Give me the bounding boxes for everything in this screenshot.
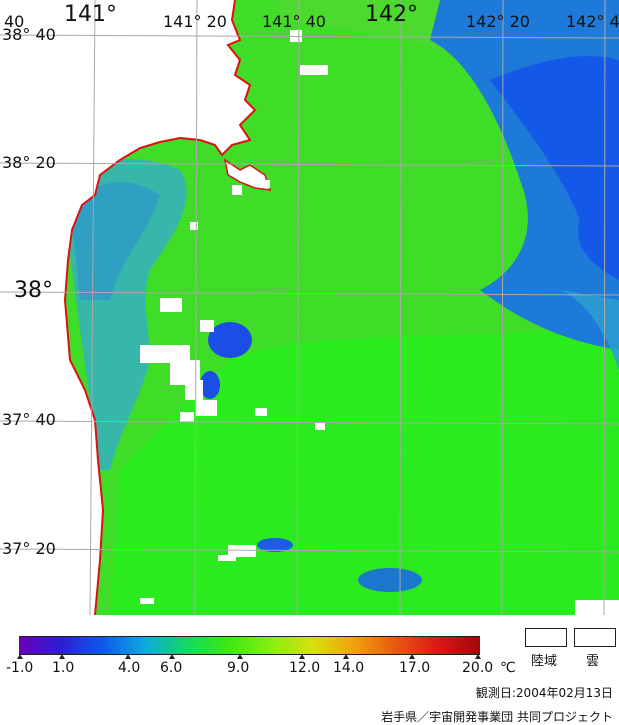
coastal-islands [223, 158, 272, 191]
cloud-patches [140, 30, 619, 615]
colorbar-tick-mark [299, 654, 305, 659]
credit-line: 岩手県／宇宙開発事業団 共同プロジェクト [381, 710, 613, 724]
colorbar-tick: 20.0 [462, 660, 494, 676]
colorbar-tick: 14.0 [333, 660, 365, 676]
longitude-label: 142° 4 [566, 12, 619, 31]
longitude-label: 141° 20 [163, 12, 227, 31]
longitude-label: 141° [64, 2, 117, 27]
colorbar-tick-mark [17, 654, 23, 659]
sea-surface-temperature-map: 40 141° 141° 20 141° 40 142° 142° 20 142… [0, 0, 619, 615]
longitude-label: 142° [365, 2, 418, 27]
land-legend-label: 陸域 [531, 654, 558, 669]
colorbar-tick-mark [237, 654, 243, 659]
colorbar-tick: 1.0 [52, 660, 75, 676]
latitude-label: 37° 20 [2, 539, 56, 558]
cold-water-region [490, 56, 619, 280]
colorbar-unit: ℃ [500, 660, 516, 676]
temperature-colorbar [19, 636, 480, 655]
observation-date: 観測日:2004年02月13日 [475, 686, 613, 700]
colorbar-tick-mark [343, 654, 349, 659]
latitude-label: 38° 20 [2, 153, 56, 172]
colorbar-tick-mark [475, 654, 481, 659]
colorbar-tick: 12.0 [289, 660, 321, 676]
colorbar-tick-mark [169, 654, 175, 659]
longitude-label: 40 [4, 12, 25, 31]
colorbar-tick: -1.0 [6, 660, 34, 676]
colorbar-tick-mark [125, 654, 131, 659]
colorbar-tick: 9.0 [227, 660, 250, 676]
latitude-label: 37° 40 [2, 410, 56, 429]
coastline [63, 0, 257, 615]
longitude-label: 142° 20 [466, 12, 530, 31]
colorbar-tick-mark [409, 654, 415, 659]
cold-patch [358, 568, 422, 592]
colorbar-tick: 6.0 [160, 660, 183, 676]
cold-patch [257, 538, 293, 552]
longitude-label: 141° 40 [262, 12, 326, 31]
cold-patch [208, 322, 252, 358]
latitude-label: 38° 40 [2, 25, 56, 44]
cold-patch [200, 371, 220, 399]
cloud-legend-swatch [574, 628, 616, 647]
colorbar-tick: 17.0 [399, 660, 431, 676]
cloud-legend-label: 雲 [586, 654, 600, 669]
latitude-label: 38° [14, 278, 53, 303]
land-legend-swatch [525, 628, 567, 647]
colorbar-tick: 4.0 [118, 660, 141, 676]
warm-zone [110, 330, 619, 615]
land-mass [0, 0, 255, 615]
colorbar-tick-mark [59, 654, 65, 659]
graticule [0, 0, 619, 615]
